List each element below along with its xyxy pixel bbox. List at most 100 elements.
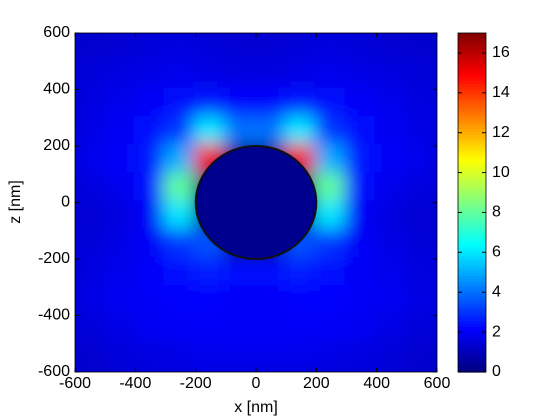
heatmap-cell [314,115,349,148]
colorbar-segment [458,261,486,266]
heatmap-cell [75,228,108,261]
colorbar-segment [458,315,486,319]
heatmap-cell [133,285,168,318]
heatmap-cell [133,144,168,177]
heatmap-cell [404,341,437,372]
colorbar-segment [458,49,486,54]
colorbar-segment [458,321,486,325]
colorbar-segment [458,55,486,60]
colorbar-frame [457,32,487,373]
colorbar-segment [458,66,486,71]
colorbar-segment [458,244,486,249]
colorbar-segment [458,287,486,291]
heatmap-cell [314,228,349,261]
heatmap-cell [344,59,379,92]
colorbar-segment [458,326,486,331]
heatmap-cell [193,59,228,92]
colorbar-segment [458,312,486,317]
heatmap-cell [75,172,108,205]
colorbar-segment [458,47,486,51]
colorbar-segment [458,126,486,130]
colorbar-segment [458,103,486,108]
colorbar-segment [458,360,486,365]
x-tick-label: 200 [303,375,330,392]
colorbar-segment [458,134,486,139]
heatmap-cell [374,172,409,205]
heatmap-cell [103,228,138,261]
colorbar-segment [458,233,486,237]
heatmap-cell [284,115,319,148]
colorbar-segment [458,140,486,144]
colorbar-segment [458,357,486,362]
heatmap-cell [314,172,349,205]
heatmap-cell [254,341,289,372]
heatmap-cell [193,33,228,64]
heatmap-cell [254,87,289,120]
heatmap-cell [193,285,228,318]
y-tick-label: -200 [38,250,70,267]
colorbar-segment [458,106,486,110]
heatmap-cell [75,59,108,92]
colorbar-segment [458,292,486,297]
heatmap-cell [103,115,138,148]
colorbar-segment [458,332,486,336]
heatmap-cell [314,200,349,233]
x-tick-label: 600 [424,375,451,392]
heatmap-cell [404,59,437,92]
colorbar-segment [458,185,486,189]
colorbar-segment [458,202,486,206]
colorbar-segment [458,259,486,263]
heatmap-cell [374,341,409,372]
x-tick-label: -200 [180,375,212,392]
colorbar-segment [458,92,486,96]
y-tick-label: 200 [43,137,70,154]
colorbar-segment [458,83,486,88]
heatmap-cell [163,257,198,290]
heatmap-cell [374,115,409,148]
colorbar-segment [458,137,486,141]
colorbar-segment [458,148,486,153]
colorbar-segment [458,236,486,240]
heatmap-cell [193,115,228,148]
heatmap-cell [314,285,349,318]
heatmap-cell [314,33,349,64]
colorbar-tick-label: 10 [492,164,510,181]
colorbar-segment [458,227,486,232]
x-tick-label: 0 [252,375,261,392]
colorbar-segment [458,41,486,45]
colorbar-segment [458,281,486,286]
colorbar-segment [458,295,486,300]
colorbar-segment [458,340,486,345]
colorbar-segment [458,239,486,243]
heatmap-cell [163,228,198,261]
heatmap-cell [374,257,409,290]
colorbar-segment [458,64,486,68]
heatmap-cell [404,200,437,233]
colorbar-segment [458,162,486,167]
heatmap-cell [223,115,258,148]
colorbar-tick-label: 16 [492,44,510,61]
colorbar-segment [458,213,486,218]
heatmap-cell [163,341,198,372]
colorbar-segment [458,179,486,184]
heatmap-cell [404,115,437,148]
colorbar-segment [458,97,486,102]
heatmap-cell [103,313,138,346]
heatmap-cell [344,33,379,64]
colorbar-segment [458,58,486,62]
colorbar-segment [458,38,486,43]
colorbar-segment [458,33,486,37]
heatmap-cell [404,33,437,64]
colorbar-segment [458,120,486,124]
colorbar-segment [458,267,486,271]
colorbar-segment [458,210,486,215]
heatmap-cell [404,285,437,318]
sphere [194,145,318,260]
heatmap-cell [314,313,349,346]
heatmap-cell [344,313,379,346]
heatmap-cell [133,313,168,346]
heatmap-cell [344,341,379,372]
colorbar-tick-label: 8 [492,204,501,221]
colorbar-segment [458,165,486,170]
heatmap-cell [284,59,319,92]
